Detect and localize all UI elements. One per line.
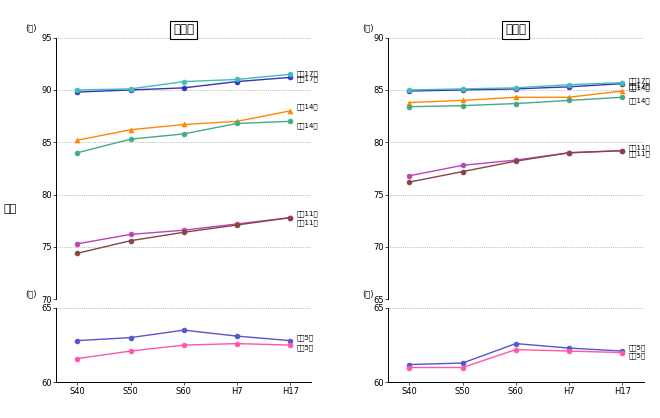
Text: 全国5歳: 全国5歳 (628, 344, 645, 351)
Text: (㎢): (㎢) (26, 290, 37, 299)
Text: 全国11歳: 全国11歳 (628, 150, 650, 157)
Text: 全国5歳: 全国5歳 (296, 344, 314, 351)
Title: 男　子: 男 子 (174, 23, 194, 36)
Text: 座高: 座高 (3, 204, 16, 214)
Text: 全国17歳: 全国17歳 (296, 70, 318, 77)
Text: 宮和5歳: 宮和5歳 (296, 334, 314, 341)
Text: 宮和5歳: 宮和5歳 (628, 352, 645, 359)
Text: 全国14歳: 全国14歳 (628, 84, 650, 91)
Text: (㎢): (㎢) (26, 23, 37, 32)
Text: 全国17歳: 全国17歳 (628, 77, 650, 84)
Text: 宮和11歳: 宮和11歳 (296, 211, 318, 217)
Title: 女　子: 女 子 (506, 23, 526, 36)
Text: (㎢): (㎢) (362, 23, 374, 32)
Text: 宮和17歳: 宮和17歳 (628, 82, 650, 89)
Text: 宮和17歳: 宮和17歳 (296, 76, 318, 82)
Text: (㎢): (㎢) (362, 290, 374, 299)
Text: 全国11歳: 全国11歳 (296, 219, 318, 226)
Text: 宮和11歳: 宮和11歳 (628, 144, 650, 151)
Text: 宮和14歳: 宮和14歳 (628, 97, 650, 104)
Text: 全国14歳: 全国14歳 (296, 104, 318, 110)
Text: 宮和14歳: 宮和14歳 (296, 122, 318, 129)
